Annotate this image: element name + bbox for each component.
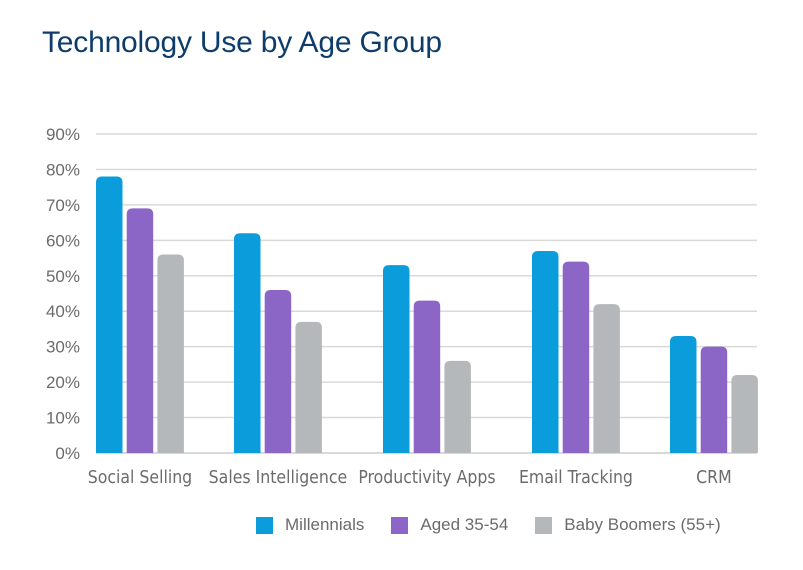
y-tick-label: 60% [46,231,80,250]
x-tick-label: Productivity Apps [358,468,495,488]
y-tick-label: 20% [46,373,80,392]
bar-millennials-social-selling [96,176,123,454]
y-tick-label: 90% [46,125,80,144]
bar-baby-boomers-55-social-selling [157,254,184,453]
bar-baby-boomers-55-crm [731,375,758,453]
bar-aged-35-54-email-tracking [562,261,590,453]
bar-baby-boomers-55-productivity-apps [444,360,471,453]
x-axis-ticks: Social Selling Sales Intelligence Producti… [88,468,732,488]
legend-swatch-millennials [256,516,273,534]
bar-millennials-crm [670,336,697,453]
chart-title: Technology Use by Age Group [42,26,442,59]
legend-item-aged-35-54: Aged 35-54 [391,515,508,535]
bars [96,176,758,454]
bar-millennials-productivity-apps [383,265,410,453]
bar-millennials-sales-intelligence [234,233,261,453]
y-tick-label: 10% [46,409,80,428]
x-tick-label: Sales Intelligence [209,468,348,488]
x-tick-label: Email Tracking [519,468,633,488]
legend-label: Millennials [285,515,365,534]
y-tick-label: 70% [46,196,80,215]
legend-label: Baby Boomers (55+) [564,515,721,534]
y-tick-label: 40% [46,302,80,321]
x-tick-label: CRM [696,468,732,488]
legend-label: Aged 35-54 [420,515,509,534]
bar-aged-35-54-social-selling [126,208,154,453]
y-tick-label: 80% [46,160,80,179]
bar-aged-35-54-productivity-apps [413,300,441,453]
bar-chart: 0% 10% 20% 30% 40% 50% 60% 70% 80% 90% Social Sel… [46,125,758,488]
legend-swatch-baby-boomers [535,516,553,534]
legend-item-baby-boomers: Baby Boomers (55+) [535,515,721,535]
bar-millennials-email-tracking [532,250,559,453]
bar-baby-boomers-55-sales-intelligence [295,321,322,453]
y-tick-label: 30% [46,338,80,357]
y-tick-label: 50% [46,267,80,286]
x-tick-label: Social Selling [88,468,192,488]
legend-item-millennials: Millennials [256,515,364,535]
y-axis-ticks: 0% 10% 20% 30% 40% 50% 60% 70% 80% 90% [46,125,80,463]
bar-aged-35-54-crm [700,346,728,453]
legend: Millennials Aged 35-54 Baby Boomers (55+… [256,515,721,535]
y-tick-label: 0% [55,444,80,463]
legend-swatch-aged-35-54 [391,516,409,534]
bar-aged-35-54-sales-intelligence [264,289,292,453]
bar-baby-boomers-55-email-tracking [593,304,620,453]
